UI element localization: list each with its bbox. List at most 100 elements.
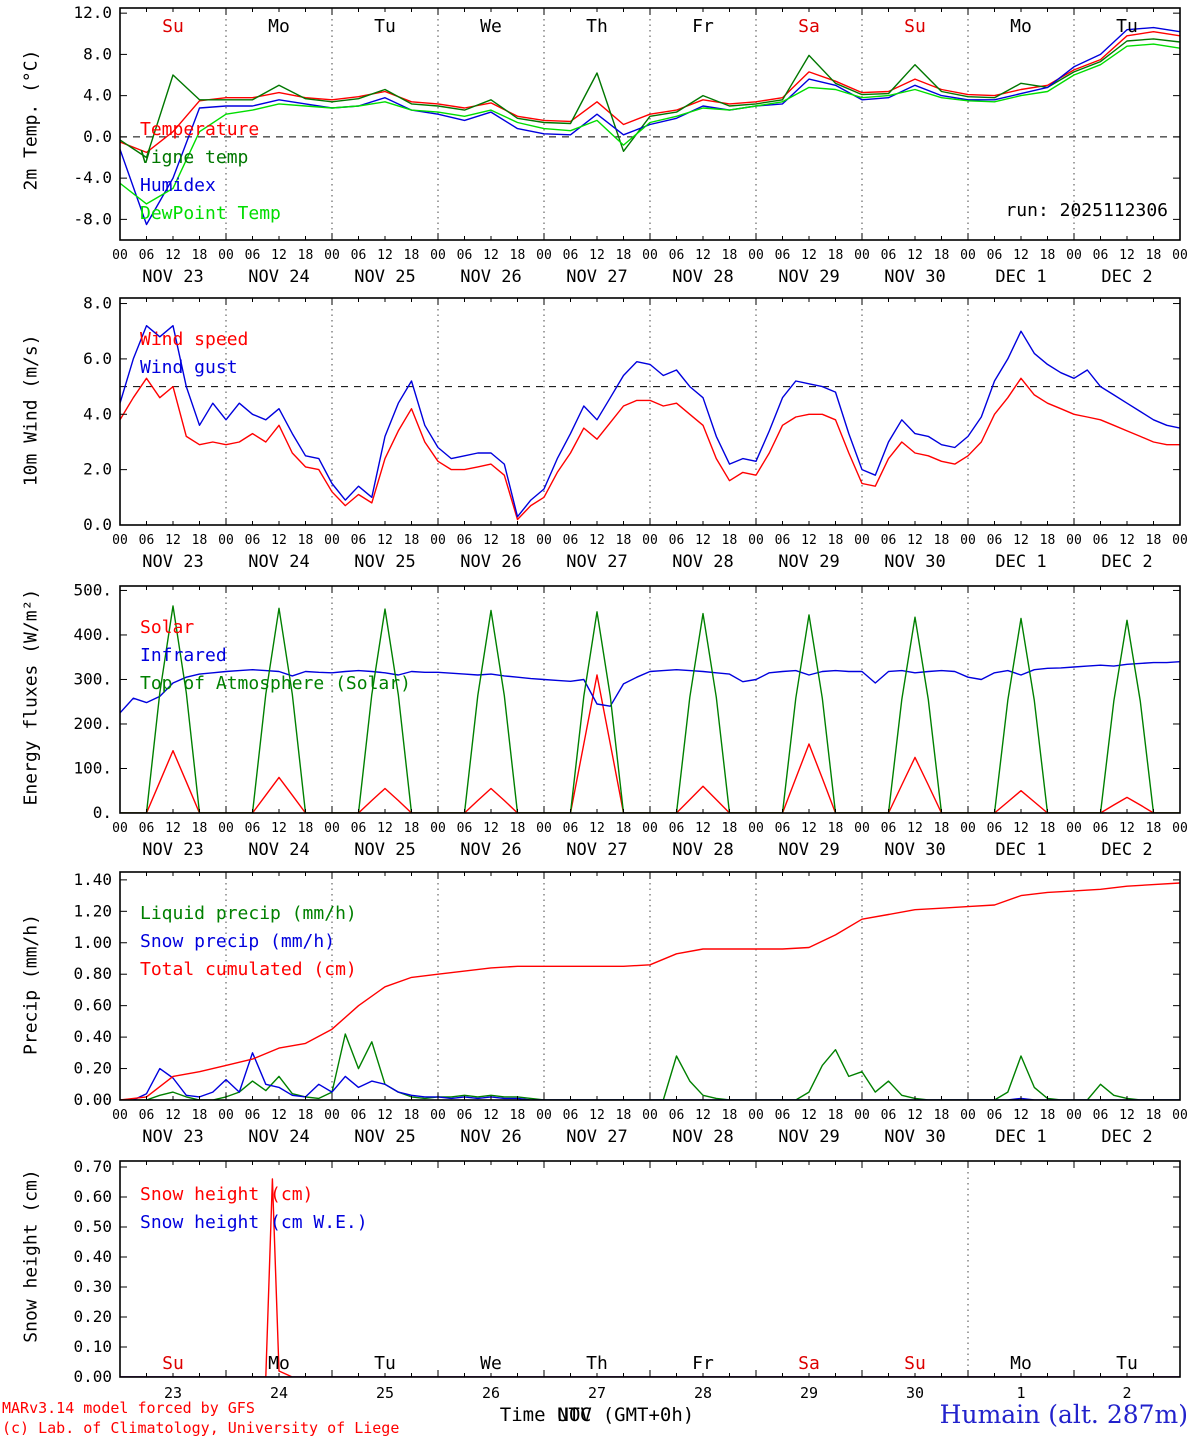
svg-text:18: 18 <box>828 533 844 548</box>
svg-text:00: 00 <box>960 533 976 548</box>
svg-text:Mo: Mo <box>1010 16 1032 37</box>
svg-text:18: 18 <box>510 533 526 548</box>
svg-text:0.20: 0.20 <box>73 1059 112 1078</box>
svg-text:18: 18 <box>192 1108 208 1123</box>
temperature-legend: Temperature Vigne temp Humidex DewPoint … <box>140 116 281 228</box>
svg-text:18: 18 <box>934 821 950 836</box>
svg-text:00: 00 <box>536 1108 552 1123</box>
svg-text:12: 12 <box>1013 248 1029 263</box>
svg-text:00: 00 <box>1066 248 1082 263</box>
svg-text:18: 18 <box>1040 1108 1056 1123</box>
svg-text:1.20: 1.20 <box>73 901 112 920</box>
legend-solar: Solar <box>140 617 195 638</box>
svg-text:0.40: 0.40 <box>73 1247 112 1266</box>
svg-text:12.0: 12.0 <box>73 3 112 22</box>
svg-text:We: We <box>480 16 502 37</box>
svg-text:0.40: 0.40 <box>73 1027 112 1046</box>
svg-text:12: 12 <box>271 1108 287 1123</box>
svg-text:NOV 25: NOV 25 <box>354 1127 415 1147</box>
svg-text:18: 18 <box>934 533 950 548</box>
svg-text:06: 06 <box>139 533 155 548</box>
legend-temperature: Temperature <box>140 119 260 140</box>
svg-text:06: 06 <box>881 821 897 836</box>
svg-text:06: 06 <box>881 248 897 263</box>
svg-text:NOV 29: NOV 29 <box>778 1127 839 1147</box>
svg-text:12: 12 <box>907 248 923 263</box>
svg-text:12: 12 <box>165 1108 181 1123</box>
svg-text:18: 18 <box>722 821 738 836</box>
svg-text:12: 12 <box>377 1108 393 1123</box>
energy-fluxes-chart: 0. 100. 200. 300. 400. 500. 00 06 12 18 00 06 12 18 00… <box>73 580 1187 860</box>
svg-text:06: 06 <box>245 821 261 836</box>
credit-text: MARv3.14 model forced by GFS (c) Lab. of… <box>2 1398 399 1438</box>
svg-text:30: 30 <box>906 1384 924 1401</box>
svg-text:12: 12 <box>695 533 711 548</box>
svg-text:00: 00 <box>642 821 658 836</box>
svg-text:06: 06 <box>563 821 579 836</box>
svg-text:06: 06 <box>457 821 473 836</box>
svg-text:0.60: 0.60 <box>73 1187 112 1206</box>
svg-text:NOV 30: NOV 30 <box>884 552 945 572</box>
svg-text:00: 00 <box>1066 1108 1082 1123</box>
svg-text:Tu: Tu <box>1116 1353 1138 1374</box>
svg-text:0.20: 0.20 <box>73 1307 112 1326</box>
svg-text:4.0: 4.0 <box>83 404 112 423</box>
svg-text:00: 00 <box>960 821 976 836</box>
svg-text:0.00: 0.00 <box>73 1367 112 1386</box>
svg-text:12: 12 <box>907 821 923 836</box>
legend-snow-height-we: Snow height (cm W.E.) <box>140 1212 368 1233</box>
svg-text:NOV 26: NOV 26 <box>460 1127 521 1147</box>
svg-text:0.30: 0.30 <box>73 1277 112 1296</box>
svg-text:06: 06 <box>351 533 367 548</box>
legend-vigne-temp: Vigne temp <box>140 147 249 168</box>
svg-text:18: 18 <box>298 1108 314 1123</box>
svg-text:4.0: 4.0 <box>83 86 112 105</box>
svg-text:DEC 1: DEC 1 <box>995 552 1046 572</box>
svg-text:200.: 200. <box>73 714 112 733</box>
svg-text:12: 12 <box>271 533 287 548</box>
svg-text:18: 18 <box>298 533 314 548</box>
svg-text:06: 06 <box>1093 1108 1109 1123</box>
svg-text:NOV 28: NOV 28 <box>672 267 733 287</box>
svg-text:06: 06 <box>881 533 897 548</box>
svg-text:NOV 29: NOV 29 <box>778 267 839 287</box>
svg-text:00: 00 <box>642 533 658 548</box>
svg-text:12: 12 <box>1119 533 1135 548</box>
temperature-chart: -8.0 -4.0 0.0 4.0 8.0 12.0 00 06 12 18 00 06 12 18 00 0… <box>73 3 1187 287</box>
svg-text:2.0: 2.0 <box>83 460 112 479</box>
svg-text:12: 12 <box>483 248 499 263</box>
svg-text:06: 06 <box>987 533 1003 548</box>
svg-text:18: 18 <box>828 248 844 263</box>
svg-text:12: 12 <box>801 821 817 836</box>
svg-text:00: 00 <box>748 533 764 548</box>
svg-text:12: 12 <box>801 1108 817 1123</box>
svg-text:1.40: 1.40 <box>73 870 112 889</box>
svg-text:NOV 26: NOV 26 <box>460 267 521 287</box>
svg-text:00: 00 <box>748 1108 764 1123</box>
svg-text:18: 18 <box>298 248 314 263</box>
svg-text:06: 06 <box>245 248 261 263</box>
month-label: NOV <box>557 1404 592 1426</box>
svg-text:Tu: Tu <box>374 16 396 37</box>
svg-text:DEC 2: DEC 2 <box>1101 840 1152 860</box>
svg-text:06: 06 <box>987 248 1003 263</box>
svg-text:12: 12 <box>271 248 287 263</box>
svg-text:06: 06 <box>351 1108 367 1123</box>
svg-text:06: 06 <box>1093 821 1109 836</box>
svg-text:-8.0: -8.0 <box>73 209 112 228</box>
svg-text:06: 06 <box>987 1108 1003 1123</box>
svg-text:06: 06 <box>669 248 685 263</box>
svg-text:18: 18 <box>1040 533 1056 548</box>
svg-text:12: 12 <box>165 821 181 836</box>
svg-text:00: 00 <box>112 533 128 548</box>
svg-text:2: 2 <box>1122 1384 1131 1401</box>
svg-text:1.00: 1.00 <box>73 933 112 952</box>
svg-text:18: 18 <box>616 821 632 836</box>
svg-text:06: 06 <box>775 821 791 836</box>
legend-liquid-precip: Liquid precip (mm/h) <box>140 903 357 924</box>
svg-text:DEC 1: DEC 1 <box>995 267 1046 287</box>
svg-text:06: 06 <box>563 1108 579 1123</box>
svg-text:Th: Th <box>586 16 608 37</box>
svg-text:18: 18 <box>934 248 950 263</box>
